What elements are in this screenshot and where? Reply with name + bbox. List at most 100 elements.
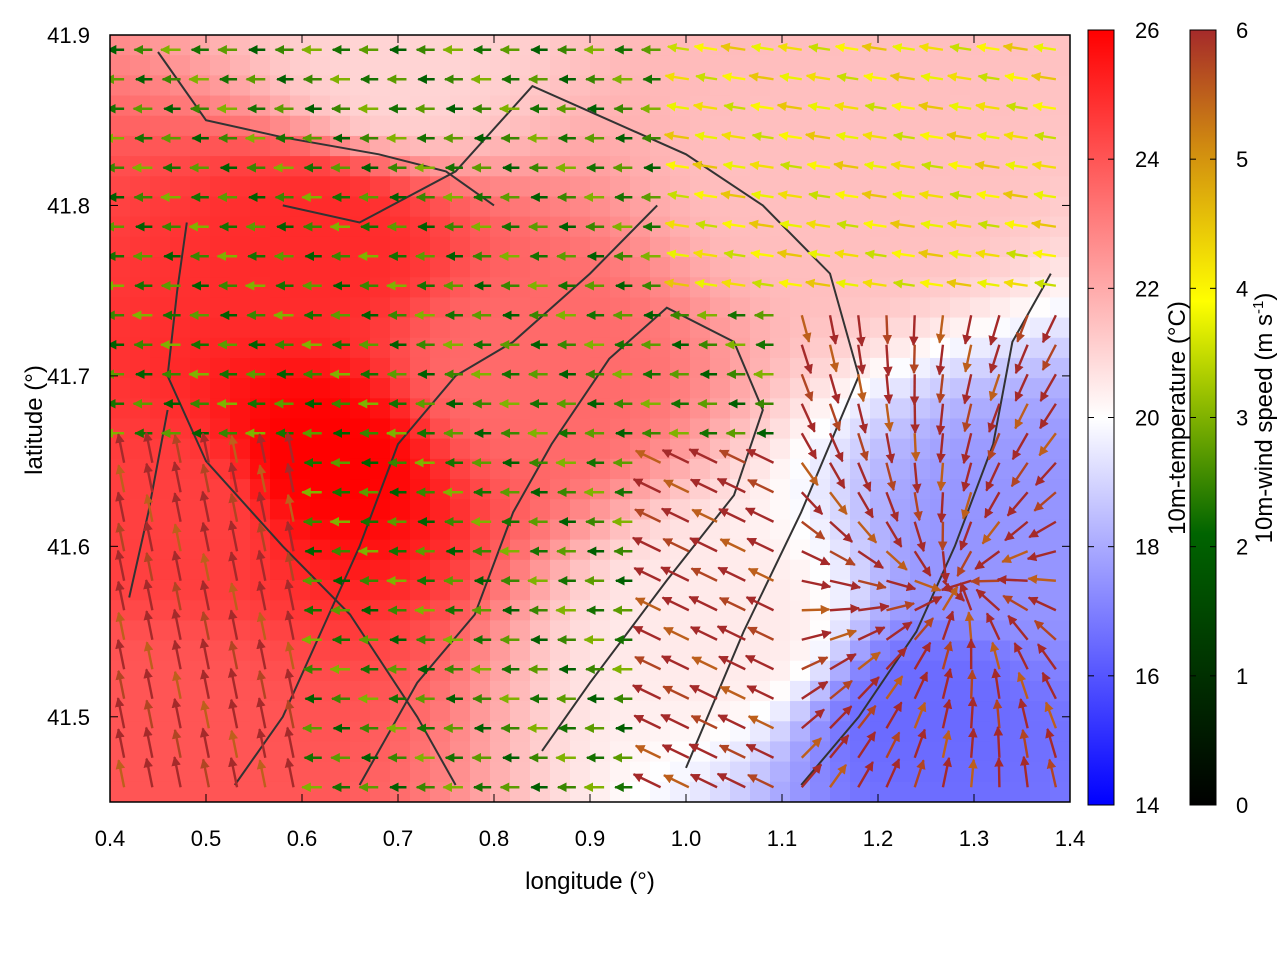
heat-cell [990,479,1011,500]
heat-cell [270,135,291,157]
heat-cell [1050,196,1070,218]
contour-line [233,204,658,786]
heat-cell [510,761,531,783]
heat-cell [470,95,491,117]
heat-cell [790,135,811,157]
heat-cell [510,55,531,76]
heat-cell [870,35,891,56]
heat-cell [810,398,831,420]
heat-cell [590,176,611,198]
heat-cell [650,761,671,783]
heat-cell [370,236,391,258]
wind-arrow [663,278,690,289]
heat-cell [150,418,171,440]
heat-cell [270,438,291,460]
heat-cell [730,701,751,722]
heat-cell [330,378,351,399]
heat-cell [830,741,851,763]
heat-cell [1030,559,1051,581]
heat-cell [770,398,791,420]
heat-cell [390,115,411,137]
heat-cell [250,135,271,157]
heat-cell [210,337,231,359]
heat-cell [350,196,371,218]
wind-arrow [800,373,814,402]
heat-cell [330,479,351,500]
heat-cell [530,35,551,56]
heat-cell [410,378,431,399]
wind-arrow [829,604,861,614]
heat-cell [210,741,231,763]
heat-cell [570,216,591,238]
wind-arrow [689,625,718,641]
heat-cell [630,721,651,743]
heat-cell [790,277,811,298]
x-tick-label: 0.6 [287,826,318,851]
heat-cell [970,438,991,460]
heat-cell [190,317,211,339]
heat-cell [970,398,991,420]
wind-arrow [718,655,746,671]
heat-cell [450,257,471,278]
heat-cell [390,418,411,440]
heat-cell [110,479,131,500]
heat-cell [810,721,831,743]
heat-cell [1050,236,1070,258]
wind-arrow [227,520,239,552]
heat-cell [830,499,851,521]
wind-arrow [885,462,897,492]
heat-cell [750,519,771,541]
heat-cell [690,640,711,662]
heat-cell [330,781,351,802]
heat-cell [910,257,931,278]
heat-cell [490,721,511,743]
heat-cell [210,257,231,278]
heat-cell [1030,741,1051,763]
heat-cell [290,499,311,521]
heat-cell [330,277,351,298]
heat-cell [170,761,191,783]
heat-cell [590,257,611,278]
heat-cell [1050,135,1070,157]
heat-cell [390,741,411,763]
wind-arrow [858,602,890,613]
heat-cell [230,357,251,379]
wind-arrow [716,625,746,641]
heat-cell [710,55,731,76]
heat-cell [650,196,671,218]
heat-cell [1050,600,1070,621]
heat-cell [790,176,811,198]
heat-cell [130,317,151,339]
heat-cell [430,418,451,440]
heat-cell [190,277,211,298]
heat-cell [370,721,391,743]
heat-cell [290,357,311,379]
heat-cell [690,660,711,682]
heat-cell [130,680,151,702]
wind-arrow [200,463,210,493]
heat-cell [890,277,911,298]
heat-cell [850,257,871,278]
heat-cell [790,75,811,97]
heat-cell [610,741,631,763]
wind-arrow [886,579,917,592]
wind-arrow [716,772,746,789]
heat-cell [710,35,731,56]
heat-cell [490,176,511,198]
heat-cell [210,176,231,198]
heat-cell [130,337,151,359]
heat-cell [970,559,991,581]
heat-cell [610,95,631,117]
heat-cell [290,95,311,117]
heat-cell [990,660,1011,682]
heat-cell [250,95,271,117]
heat-cell [910,135,931,157]
heat-cell [870,579,891,601]
heat-cell [1050,721,1070,743]
heat-cell [430,35,451,56]
heat-cell [890,337,911,359]
heat-cell [490,257,511,278]
wind-arrow [967,669,977,699]
heat-cell [970,277,991,298]
heat-cell [1030,398,1051,420]
